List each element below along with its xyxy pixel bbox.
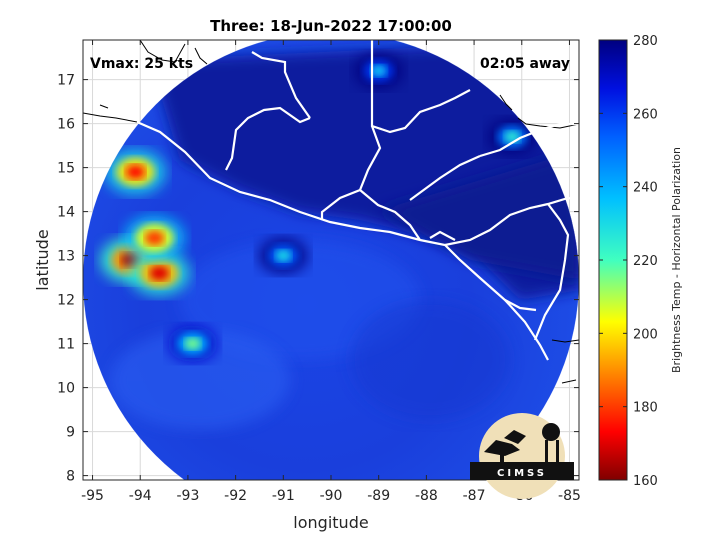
logo-text: CIMSS [497, 468, 547, 479]
x-tick-label: -94 [129, 488, 152, 504]
cool-cell [504, 130, 521, 143]
cold-cell [125, 164, 146, 180]
x-tick-label: -91 [272, 488, 295, 504]
colorbar-tick-label: 280 [633, 34, 658, 49]
x-axis-label: longitude [293, 513, 368, 532]
y-tick-label: 8 [66, 469, 75, 485]
y-tick-label: 10 [57, 381, 75, 397]
y-tick-label: 13 [57, 249, 75, 265]
time-away-label: 02:05 away [480, 56, 570, 72]
satellite-dish-icon [484, 440, 520, 456]
x-tick-labels: -95-94-93-92-91-90-89-88-87-86-85 [81, 488, 581, 504]
y-tick-label: 17 [57, 73, 75, 89]
x-tick-label: -85 [558, 488, 581, 504]
chart-title: Three: 18-Jun-2022 17:00:00 [210, 17, 452, 35]
cold-cell [144, 230, 165, 246]
colorbar-tick-label: 220 [633, 254, 658, 269]
colorbar-tick-label: 160 [633, 474, 658, 489]
colorbar-tick-label: 180 [633, 401, 658, 416]
x-tick-label: -87 [463, 488, 486, 504]
colorbar-tick-label: 260 [633, 107, 658, 122]
y-tick-label: 9 [66, 425, 75, 441]
y-tick-label: 11 [57, 337, 75, 353]
cool-cell [275, 249, 292, 262]
colorbar-tick-label: 240 [633, 181, 658, 196]
cool-cell [184, 337, 201, 350]
colorbar-label: Brightness Temp - Horizontal Polarizatio… [670, 147, 683, 373]
y-axis-label: latitude [33, 229, 52, 290]
axis-ticks [83, 40, 579, 480]
water-tower-icon [542, 423, 560, 441]
y-tick-label: 15 [57, 161, 75, 177]
y-tick-label: 14 [57, 205, 75, 221]
y-tick-label: 16 [57, 117, 75, 133]
x-tick-label: -93 [176, 488, 199, 504]
cold-cell [149, 266, 169, 281]
x-tick-label: -89 [367, 488, 390, 504]
x-tick-label: -88 [415, 488, 438, 504]
coastlines-borders [83, 40, 579, 384]
colorbar: 160 180 200 220 240 260 280 Brightness Temp - … [598, 34, 683, 489]
cool-cell [370, 64, 387, 77]
y-tick-label: 12 [57, 293, 75, 309]
x-tick-label: -92 [224, 488, 247, 504]
colorbar-tick-label: 200 [633, 327, 658, 342]
colorbar-gradient [598, 39, 628, 481]
x-tick-label: -95 [81, 488, 104, 504]
cimss-logo: CIMSS [470, 413, 574, 499]
vmax-label: Vmax: 25 kts [90, 56, 193, 72]
x-tick-label: -90 [320, 488, 343, 504]
swath-imagery [83, 40, 579, 480]
y-tick-labels: 8 9 10 11 12 13 14 15 16 17 [57, 73, 75, 485]
